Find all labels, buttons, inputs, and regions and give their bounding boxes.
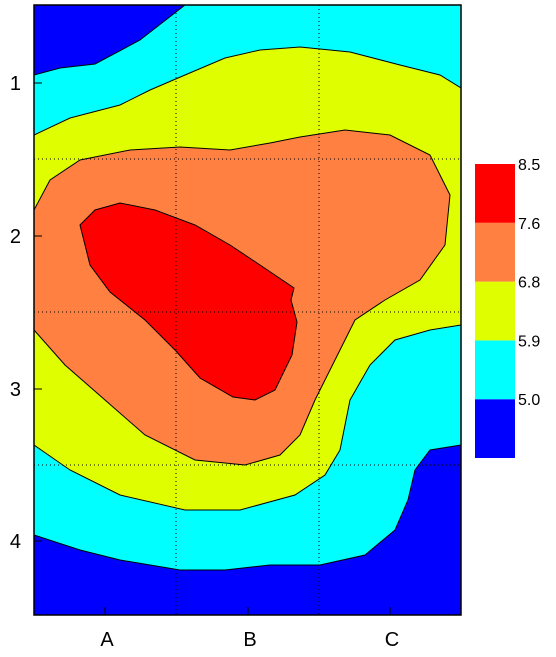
legend-label: 5.9 (518, 333, 540, 350)
x-axis-tick-labels: A B C (100, 629, 399, 651)
axis-ticks (34, 82, 391, 615)
contour-fills (34, 5, 461, 615)
x-tick-label: C (385, 629, 399, 651)
legend-swatch (475, 399, 515, 458)
y-tick-label: 2 (10, 226, 21, 248)
contour-band-red (79, 202, 298, 401)
x-tick-label: A (100, 629, 114, 651)
legend-swatch (475, 340, 515, 400)
legend-label: 6.8 (518, 275, 540, 292)
x-tick-label: B (243, 629, 256, 651)
legend-label: 8.5 (518, 157, 540, 174)
legend-swatch (475, 222, 515, 282)
y-tick-label: 3 (10, 379, 21, 401)
y-tick-label: 1 (10, 73, 21, 95)
legend-label: 5.0 (518, 392, 540, 409)
legend-swatch (475, 281, 515, 341)
y-axis-tick-labels: 1 2 3 4 (10, 73, 21, 553)
legend-label: 7.6 (518, 216, 540, 233)
color-legend: 5.0 5.9 6.8 7.6 8.5 (475, 157, 540, 458)
legend-swatch (475, 164, 515, 223)
grid-lines (34, 5, 461, 615)
y-tick-label: 4 (10, 531, 21, 553)
